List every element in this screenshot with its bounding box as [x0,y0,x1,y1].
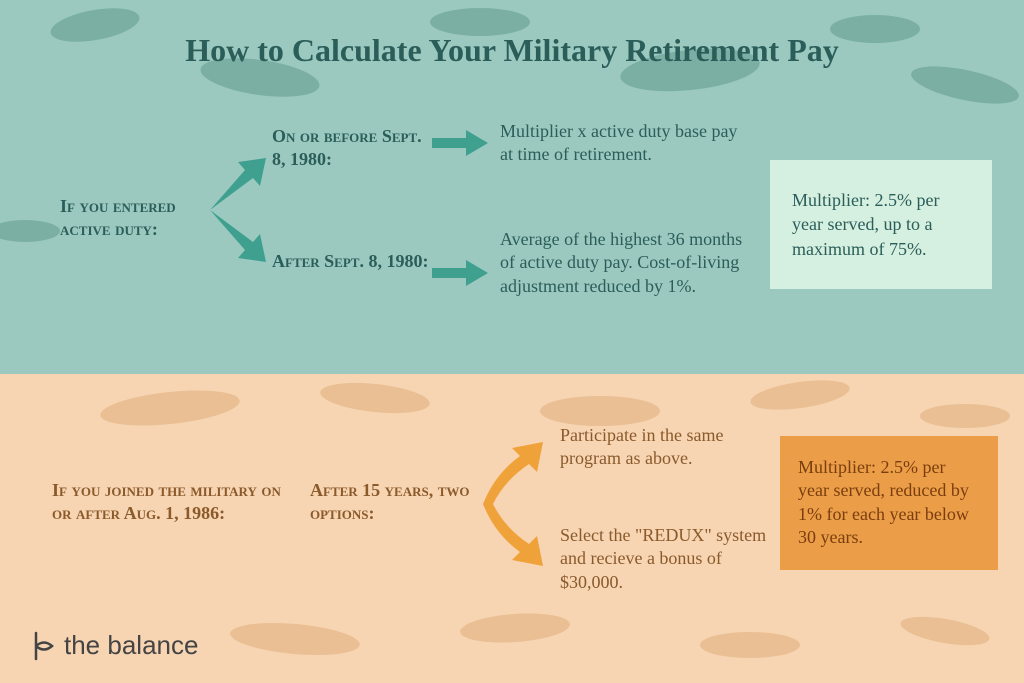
bottom-branch2: Select the "REDUX" system and recieve a … [560,524,770,594]
branch2-detail: Average of the highest 36 months of acti… [500,228,750,298]
arrow-right-icon [430,258,490,288]
top-lead: If you entered active duty: [60,195,220,242]
logo: the balance [30,630,198,661]
branch2-label: After Sept. 8, 1980: [272,250,432,273]
logo-text: the balance [64,630,198,661]
branch1-detail: Multiplier x active duty base pay at tim… [500,120,750,167]
arrow-right-icon [430,128,490,158]
logo-icon [30,631,58,661]
top-section: How to Calculate Your Military Retiremen… [0,0,1024,374]
bottom-mid: After 15 years, two options: [310,479,470,524]
branch1-label: On or before Sept. 8, 1980: [272,125,432,170]
bottom-lead: If you joined the military on or after A… [52,479,292,526]
page-title: How to Calculate Your Military Retiremen… [0,32,1024,69]
arrow-split-icon [200,140,270,280]
multiplier-box-orange: Multiplier: 2.5% per year served, reduce… [780,436,998,570]
arrow-curve-split-icon [465,424,555,574]
multiplier-box-green: Multiplier: 2.5% per year served, up to … [770,160,992,289]
bottom-branch1: Participate in the same program as above… [560,424,770,471]
bottom-section: If you joined the military on or after A… [0,374,1024,683]
